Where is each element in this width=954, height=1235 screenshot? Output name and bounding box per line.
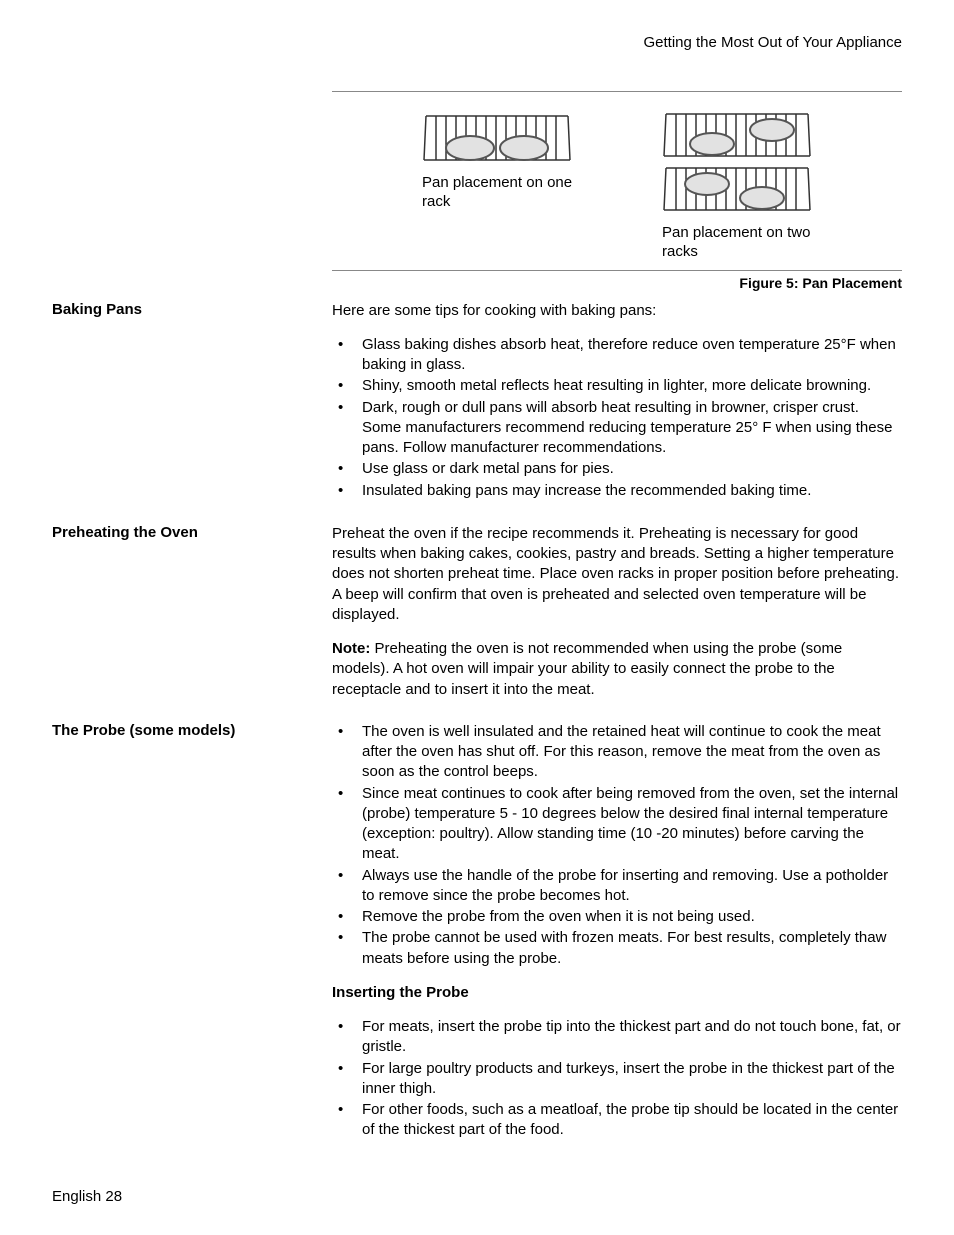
list-item: Since meat continues to cook after being… [332, 784, 902, 865]
pan-two-racks-diagram [662, 108, 812, 218]
page-header: Getting the Most Out of Your Appliance [52, 30, 902, 51]
note-label: Note: [332, 640, 370, 657]
baking-pans-list: Glass baking dishes absorb heat, therefo… [332, 335, 902, 501]
body-preheating: Preheat the oven if the recipe recommend… [332, 524, 902, 700]
list-item: Shiny, smooth metal reflects heat result… [332, 376, 902, 396]
figure-right-caption: Pan placement on two racks [662, 224, 842, 262]
figure-left: Pan placement on one rack [422, 108, 602, 212]
preheating-para: Preheat the oven if the recipe recommend… [332, 524, 902, 625]
figure-area: Pan placement on one rack [332, 92, 902, 270]
list-item: For large poultry products and turkeys, … [332, 1059, 902, 1100]
figure-label: Figure 5: Pan Placement [332, 275, 902, 291]
list-item: Dark, rough or dull pans will absorb hea… [332, 398, 902, 459]
body-probe: The oven is well insulated and the retai… [332, 722, 902, 1142]
insert-probe-list: For meats, insert the probe tip into the… [332, 1017, 902, 1141]
subheading-inserting-probe: Inserting the Probe [332, 983, 902, 1003]
list-item: Glass baking dishes absorb heat, therefo… [332, 335, 902, 376]
preheating-note: Note: Preheating the oven is not recomme… [332, 639, 902, 700]
probe-list: The oven is well insulated and the retai… [332, 722, 902, 969]
figure-left-caption: Pan placement on one rack [422, 174, 602, 212]
page: Getting the Most Out of Your Appliance [0, 0, 954, 1235]
section-preheating: Preheating the Oven Preheat the oven if … [52, 524, 902, 700]
figure-bottom-rule [332, 270, 902, 271]
list-item: Insulated baking pans may increase the r… [332, 481, 902, 501]
list-item: Use glass or dark metal pans for pies. [332, 459, 902, 479]
list-item: Always use the handle of the probe for i… [332, 866, 902, 907]
body-baking-pans: Here are some tips for cooking with baki… [332, 301, 902, 502]
list-item: For other foods, such as a meatloaf, the… [332, 1100, 902, 1141]
heading-probe: The Probe (some models) [52, 722, 332, 739]
section-probe: The Probe (some models) The oven is well… [52, 722, 902, 1142]
page-footer: English 28 [52, 1188, 122, 1205]
section-baking-pans: Baking Pans Here are some tips for cooki… [52, 301, 902, 502]
list-item: Remove the probe from the oven when it i… [332, 907, 902, 927]
heading-baking-pans: Baking Pans [52, 301, 332, 318]
list-item: The oven is well insulated and the retai… [332, 722, 902, 783]
baking-pans-intro: Here are some tips for cooking with baki… [332, 301, 902, 321]
note-body: Preheating the oven is not recommended w… [332, 640, 842, 698]
list-item: The probe cannot be used with frozen mea… [332, 928, 902, 969]
list-item: For meats, insert the probe tip into the… [332, 1017, 902, 1058]
figure-right: Pan placement on two racks [662, 108, 842, 262]
heading-preheating: Preheating the Oven [52, 524, 332, 541]
pan-one-rack-diagram [422, 108, 572, 168]
